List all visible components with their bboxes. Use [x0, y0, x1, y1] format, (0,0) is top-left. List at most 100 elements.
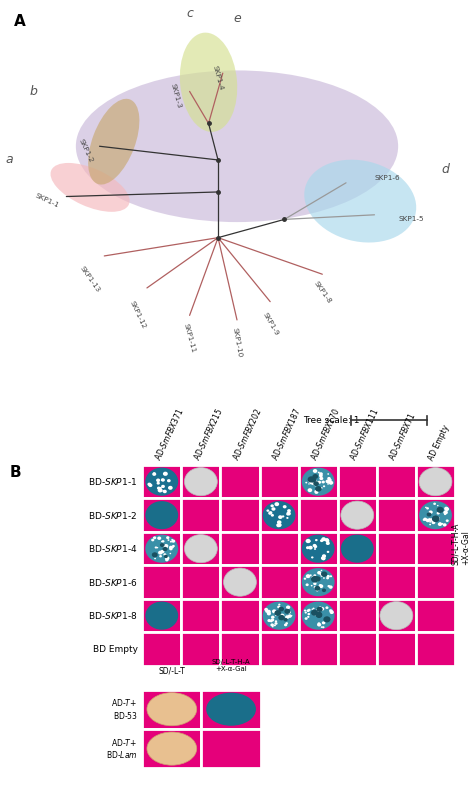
Text: BD Empty: BD Empty: [92, 645, 137, 653]
Circle shape: [314, 585, 320, 591]
Circle shape: [306, 583, 309, 586]
Text: SKP1-12: SKP1-12: [128, 300, 146, 330]
Circle shape: [278, 615, 285, 620]
Circle shape: [322, 557, 325, 560]
Circle shape: [316, 608, 320, 612]
Bar: [337, 566, 377, 599]
Circle shape: [307, 576, 308, 578]
Bar: [201, 729, 261, 768]
Bar: [337, 632, 377, 666]
Text: AD-$\it{SmFBX}$71: AD-$\it{SmFBX}$71: [386, 410, 419, 462]
Circle shape: [320, 574, 323, 577]
Circle shape: [322, 589, 326, 592]
Circle shape: [152, 552, 158, 557]
Bar: [259, 465, 299, 499]
Circle shape: [146, 467, 178, 496]
Bar: [259, 532, 299, 566]
Circle shape: [321, 556, 326, 560]
Circle shape: [318, 623, 320, 625]
Bar: [377, 532, 416, 566]
Circle shape: [272, 626, 273, 627]
Circle shape: [272, 609, 276, 613]
Text: BD-$\it{SKP1}$-4: BD-$\it{SKP1}$-4: [88, 543, 137, 554]
Circle shape: [284, 609, 290, 614]
Circle shape: [308, 546, 313, 549]
Bar: [377, 632, 416, 666]
Circle shape: [160, 487, 162, 489]
Circle shape: [160, 543, 164, 547]
Circle shape: [159, 555, 162, 557]
Text: AD-$\it{T}$+
BD-$\it{53}$: AD-$\it{T}$+ BD-$\it{53}$: [111, 697, 137, 721]
Circle shape: [161, 478, 165, 481]
Text: AD-$\it{SmFBX}$111: AD-$\it{SmFBX}$111: [347, 406, 381, 462]
Circle shape: [157, 486, 161, 489]
Circle shape: [315, 576, 321, 582]
Circle shape: [163, 545, 168, 549]
Bar: [377, 599, 416, 632]
Circle shape: [146, 534, 178, 563]
Circle shape: [437, 507, 444, 513]
Circle shape: [326, 480, 329, 483]
Circle shape: [274, 610, 281, 616]
Bar: [142, 465, 181, 499]
Text: Tree scale: 1: Tree scale: 1: [303, 416, 360, 425]
Circle shape: [313, 481, 318, 485]
Circle shape: [286, 605, 290, 609]
Bar: [201, 690, 261, 729]
Circle shape: [320, 539, 323, 542]
Circle shape: [314, 490, 319, 494]
Circle shape: [313, 481, 319, 486]
Circle shape: [271, 615, 274, 619]
Circle shape: [312, 611, 314, 612]
Text: a: a: [6, 154, 13, 166]
Circle shape: [325, 538, 329, 541]
Circle shape: [438, 522, 442, 526]
Bar: [181, 465, 220, 499]
Ellipse shape: [304, 160, 416, 243]
Circle shape: [327, 551, 329, 553]
Text: B: B: [9, 465, 21, 480]
Circle shape: [184, 534, 217, 563]
Text: SD/-L-T-H-A
+X-α-Gal: SD/-L-T-H-A +X-α-Gal: [212, 659, 250, 671]
Bar: [259, 632, 299, 666]
Circle shape: [164, 553, 166, 556]
Text: BD-$\it{SKP1}$-1: BD-$\it{SKP1}$-1: [88, 476, 137, 487]
Circle shape: [280, 608, 282, 609]
Circle shape: [329, 609, 333, 612]
Circle shape: [302, 568, 335, 597]
Circle shape: [270, 620, 273, 623]
Circle shape: [432, 515, 439, 522]
Circle shape: [314, 548, 316, 550]
Text: A: A: [14, 13, 26, 28]
Circle shape: [443, 523, 447, 526]
Bar: [181, 599, 220, 632]
Circle shape: [163, 489, 167, 493]
Circle shape: [168, 486, 173, 490]
Circle shape: [305, 617, 308, 620]
Bar: [220, 599, 259, 632]
Circle shape: [428, 511, 433, 514]
Circle shape: [310, 574, 312, 576]
Circle shape: [305, 481, 307, 484]
Text: b: b: [29, 85, 37, 98]
Circle shape: [263, 601, 295, 630]
Text: SKP1-11: SKP1-11: [183, 323, 196, 354]
Circle shape: [315, 486, 322, 492]
Circle shape: [311, 608, 313, 610]
Circle shape: [282, 515, 284, 518]
Circle shape: [307, 609, 310, 612]
Bar: [416, 632, 455, 666]
Circle shape: [316, 611, 322, 618]
Circle shape: [286, 513, 289, 515]
Ellipse shape: [180, 32, 237, 132]
Circle shape: [271, 619, 274, 622]
Circle shape: [163, 472, 168, 476]
Bar: [299, 465, 337, 499]
Circle shape: [444, 507, 448, 510]
Circle shape: [268, 512, 271, 515]
Circle shape: [309, 481, 311, 482]
Circle shape: [328, 474, 329, 475]
Circle shape: [314, 545, 317, 548]
Circle shape: [184, 467, 217, 496]
Circle shape: [286, 511, 291, 515]
